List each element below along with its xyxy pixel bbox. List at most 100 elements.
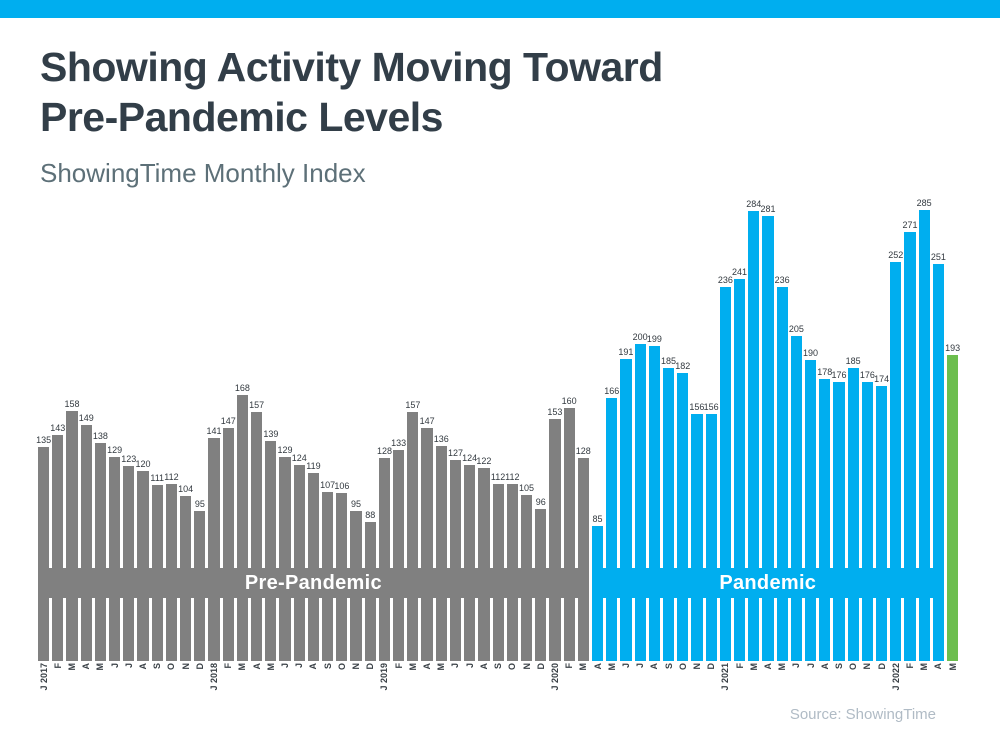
x-axis-label-text: A — [649, 663, 660, 670]
bar-value-label: 105 — [518, 482, 535, 493]
bar-value-label: 122 — [476, 455, 492, 466]
x-axis-label: J 2018 — [208, 663, 219, 735]
bar-slot: 135 — [36, 186, 52, 661]
bar — [549, 418, 561, 661]
x-axis-label: M — [777, 663, 788, 735]
bar-value-label: 185 — [845, 356, 861, 367]
bar-slot: 200 — [632, 186, 648, 661]
x-axis-label-text: M — [265, 663, 276, 671]
bar-value-label: 193 — [945, 343, 961, 354]
x-axis-label: M — [265, 663, 276, 735]
bar-slot: 156 — [704, 186, 719, 661]
x-axis-label-text: A — [478, 663, 489, 670]
bar-value-label: 157 — [405, 400, 421, 411]
bar-value-label: 112 — [164, 471, 179, 482]
bar-value-label: 135 — [36, 435, 52, 446]
x-axis-label: A — [478, 663, 489, 735]
bar-value-label: 112 — [490, 471, 506, 482]
bar — [279, 456, 291, 661]
x-axis-label: J — [620, 663, 631, 735]
bar — [236, 395, 249, 661]
bar-slot: 190 — [803, 186, 818, 661]
bar-value-label: 147 — [419, 416, 435, 427]
bar — [904, 231, 916, 661]
x-axis-label: O — [166, 663, 177, 735]
bar-slot: 160 — [562, 186, 577, 661]
bar-slot: 153 — [547, 186, 562, 661]
bar-slot: 149 — [79, 186, 94, 661]
bar — [606, 398, 618, 661]
bar-slot: 185 — [845, 186, 861, 661]
x-axis-label: D — [706, 663, 717, 735]
bar — [38, 447, 50, 661]
bar-value-label: 139 — [263, 428, 279, 439]
bar-slot: 122 — [476, 186, 492, 661]
x-axis-label: O — [848, 663, 859, 735]
x-axis-label-text: D — [194, 663, 205, 670]
bar-slot: 120 — [135, 186, 151, 661]
bar — [449, 459, 462, 661]
x-axis-label: M — [947, 663, 958, 735]
bar-slot: 281 — [760, 186, 775, 661]
bar — [435, 445, 447, 661]
bar-slot: 119 — [306, 186, 321, 661]
x-axis-label-text: M — [436, 663, 447, 671]
bar — [634, 344, 646, 661]
x-axis-label-text: F — [564, 663, 575, 669]
band-label: Pre-Pandemic — [244, 571, 382, 594]
bar-value-label: 284 — [746, 199, 762, 210]
x-axis-label: J — [805, 663, 816, 735]
bar-value-label: 124 — [462, 452, 478, 463]
bar-slot: 178 — [817, 186, 833, 661]
x-axis-label: J 2022 — [890, 663, 901, 735]
bar — [691, 414, 703, 661]
x-axis-label-text: J — [280, 663, 291, 669]
bar-value-label: 178 — [817, 367, 833, 378]
x-axis-label: M — [237, 663, 248, 735]
x-axis-label-text: A — [81, 663, 92, 670]
x-axis-label-text: A — [251, 663, 262, 670]
bar-value-label: 251 — [930, 251, 946, 262]
x-axis-label-text: O — [507, 663, 518, 671]
bar-value-label: 124 — [291, 452, 307, 463]
band-pre-pandemic: Pre-Pandemic — [38, 568, 589, 598]
x-axis-label: D — [194, 663, 205, 735]
bar-slot: 136 — [434, 186, 449, 661]
bar — [251, 412, 263, 661]
bar-slot: 176 — [860, 186, 875, 661]
x-axis-label: A — [137, 663, 148, 735]
bar-value-label: 143 — [50, 422, 66, 433]
bar — [804, 360, 817, 661]
x-axis-label: O — [677, 663, 688, 735]
bar-slot: 284 — [746, 186, 762, 661]
bar-value-label: 236 — [774, 275, 790, 286]
x-axis-label-text: M — [237, 663, 248, 671]
x-axis-label: D — [365, 663, 376, 735]
bar — [421, 428, 433, 661]
x-axis-label: A — [251, 663, 262, 735]
x-axis-label-text: A — [138, 663, 149, 670]
bar-value-label: 147 — [220, 416, 236, 427]
x-axis-label-text: J — [450, 663, 461, 669]
bar — [222, 428, 234, 661]
x-axis-label-text: F — [393, 663, 404, 669]
bar-slot: 191 — [618, 186, 633, 661]
bar-value-label: 200 — [632, 332, 648, 343]
bar — [52, 434, 64, 661]
bar — [790, 336, 802, 661]
x-axis-label-text: F — [734, 663, 745, 669]
bar-value-label: 156 — [689, 402, 705, 412]
bar-value-label: 128 — [376, 446, 392, 457]
x-axis-label-text: J — [294, 663, 305, 669]
bar-value-label: 120 — [135, 459, 151, 469]
bar — [464, 464, 476, 661]
x-axis-label: J — [279, 663, 290, 735]
bar-slot: 236 — [774, 186, 790, 661]
x-axis-label-text: J — [635, 663, 646, 669]
x-axis-label-text: O — [848, 663, 859, 671]
bar-slot: 141 — [207, 186, 222, 661]
bar-value-label: 285 — [916, 197, 932, 208]
x-axis-label: A — [933, 663, 944, 735]
x-axis-label-text: N — [862, 663, 873, 670]
bar-slot: 236 — [718, 186, 733, 661]
